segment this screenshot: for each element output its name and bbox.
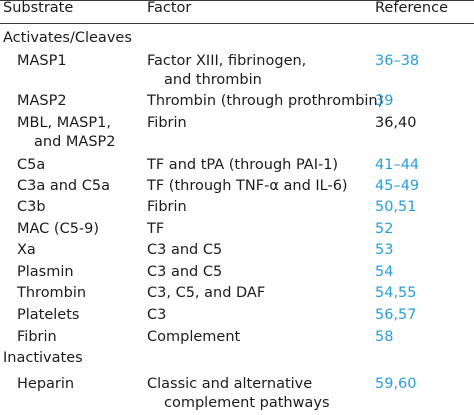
header-factor: Factor <box>147 0 192 16</box>
factor-cell: TF (through TNF-α and IL-6) <box>147 178 348 194</box>
reference-link[interactable]: 54 <box>375 264 394 280</box>
factor-cell: Classic and alternative complement pathw… <box>147 375 330 413</box>
substrate-cell: Plasmin <box>17 264 74 280</box>
factor-cell: C3 <box>147 307 167 323</box>
factor-cell: Fibrin <box>147 115 187 131</box>
reference-link[interactable]: 53 <box>375 242 394 258</box>
factor-cell: C3 and C5 <box>147 242 223 258</box>
header-rule <box>0 23 474 24</box>
factor-cell: Fibrin <box>147 199 187 215</box>
factor-cell: TF and tPA (through PAI-1) <box>147 157 339 173</box>
section-label-activates: Activates/Cleaves <box>3 30 132 46</box>
substrate-cell: Xa <box>17 242 36 258</box>
reference-text: 36,40 <box>375 115 417 131</box>
header-reference: Reference <box>375 0 449 16</box>
factor-line-continued: and thrombin <box>164 72 262 88</box>
substrate-line-continued: and MASP2 <box>34 134 116 150</box>
factor-cell: Thrombin (through prothrombin) <box>147 93 384 109</box>
factor-cell: Factor XIII, fibrinogen, and thrombin <box>147 52 306 90</box>
substrate-cell: C5a <box>17 157 46 173</box>
substrate-cell: Heparin <box>17 376 75 392</box>
substrate-line: MBL, MASP1, <box>17 115 111 131</box>
reference-link[interactable]: 41–44 <box>375 157 420 173</box>
reference-link[interactable]: 36–38 <box>375 53 420 69</box>
factor-cell: TF <box>147 221 165 237</box>
top-rule <box>0 0 474 1</box>
factor-line: Classic and alternative <box>147 376 313 392</box>
substrate-cell: MASP1 <box>17 53 67 69</box>
substrate-cell: MASP2 <box>17 93 67 109</box>
section-label-inactivates: Inactivates <box>3 350 83 366</box>
factor-cell: C3 and C5 <box>147 264 223 280</box>
header-substrate: Substrate <box>3 0 74 16</box>
reference-link[interactable]: 59,60 <box>375 376 417 392</box>
substrate-cell: C3b <box>17 199 46 215</box>
factor-line-continued: complement pathways <box>164 395 330 411</box>
substrate-cell: Thrombin <box>17 285 87 301</box>
reference-link[interactable]: 45–49 <box>375 178 420 194</box>
factor-cell: C3, C5, and DAF <box>147 285 266 301</box>
reference-link[interactable]: 58 <box>375 329 394 345</box>
reference-link[interactable]: 39 <box>375 93 394 109</box>
reference-link[interactable]: 56,57 <box>375 307 417 323</box>
substrate-cell: MBL, MASP1, and MASP2 <box>17 114 116 152</box>
reference-link[interactable]: 50,51 <box>375 199 417 215</box>
substrate-cell: Fibrin <box>17 329 57 345</box>
reference-link[interactable]: 54,55 <box>375 285 417 301</box>
factor-cell: Complement <box>147 329 241 345</box>
substrate-cell: C3a and C5a <box>17 178 110 194</box>
substrate-cell: Platelets <box>17 307 80 323</box>
substrate-cell: MAC (C5-9) <box>17 221 100 237</box>
factor-line: Factor XIII, fibrinogen, <box>147 53 307 69</box>
reference-link[interactable]: 52 <box>375 221 394 237</box>
